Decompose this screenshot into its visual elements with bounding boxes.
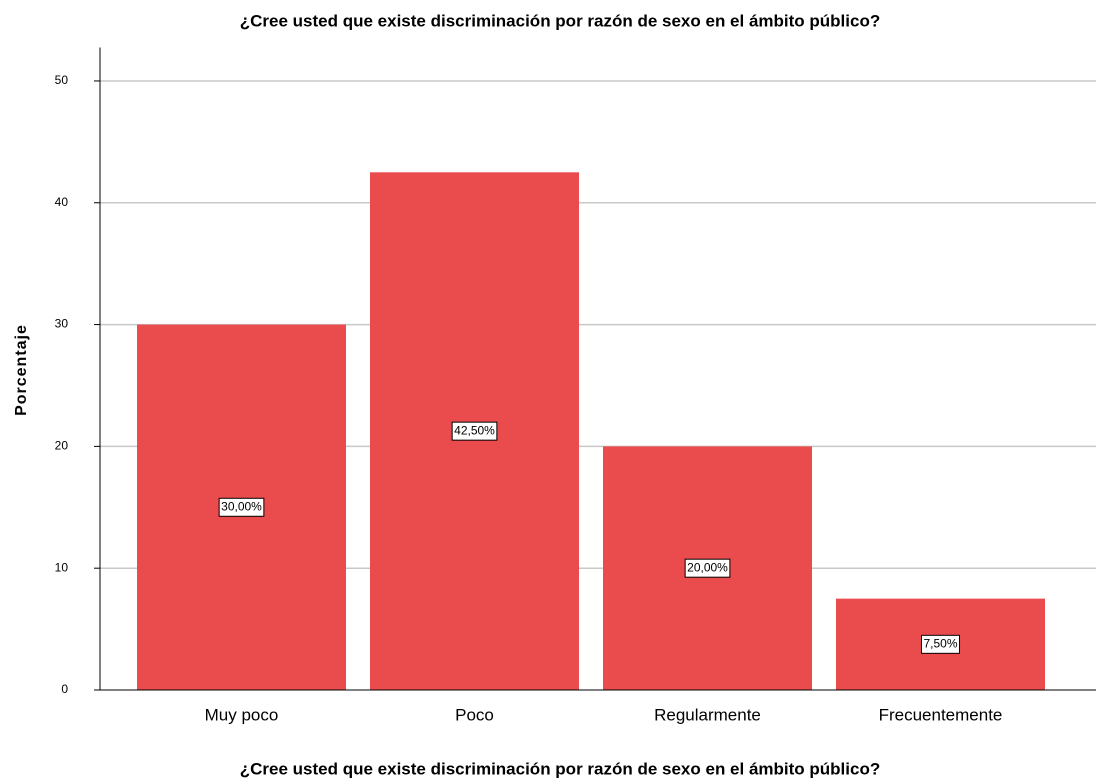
y-tick-label: 0 xyxy=(61,682,68,696)
y-tick-label: 10 xyxy=(55,560,69,574)
x-tick-label: Frecuentemente xyxy=(879,705,1003,724)
value-label: 42,50% xyxy=(454,423,495,437)
value-label-group: 30,00% xyxy=(218,497,265,517)
value-label-group: 42,50% xyxy=(451,421,498,441)
value-label-box xyxy=(451,421,498,441)
value-label-box xyxy=(218,497,265,517)
value-label-group: 7,50% xyxy=(920,634,961,654)
value-label: 30,00% xyxy=(221,499,262,513)
y-tick-label: 50 xyxy=(55,73,69,87)
value-label-box xyxy=(684,558,731,578)
y-tick-label: 30 xyxy=(55,317,69,331)
y-tick-label: 40 xyxy=(55,195,69,209)
value-label: 20,00% xyxy=(687,560,728,574)
x-axis-title: ¿Cree usted que existe discriminación po… xyxy=(240,759,880,778)
x-tick-label: Muy poco xyxy=(205,705,279,724)
y-tick-label: 20 xyxy=(55,439,69,453)
x-tick-label: Poco xyxy=(455,705,494,724)
value-label: 7,50% xyxy=(923,636,957,650)
y-axis-title: Porcentaje xyxy=(13,324,30,416)
chart-title: ¿Cree usted que existe discriminación po… xyxy=(240,11,880,30)
value-label-box xyxy=(920,634,961,654)
x-tick-label: Regularmente xyxy=(654,705,761,724)
value-label-group: 20,00% xyxy=(684,558,731,578)
